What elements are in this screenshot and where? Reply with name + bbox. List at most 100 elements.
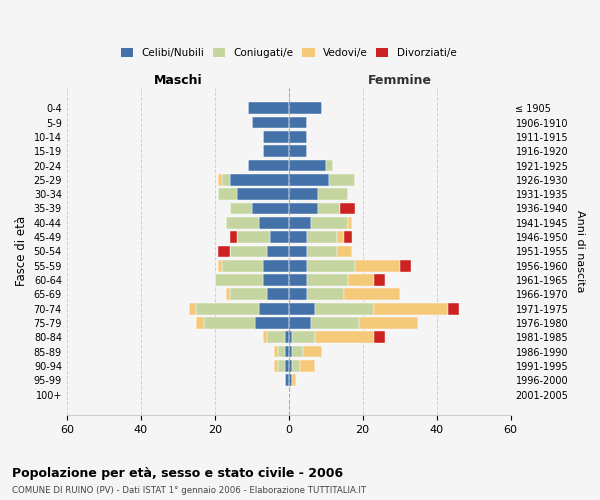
Bar: [289, 188, 318, 200]
Bar: [307, 274, 348, 286]
Bar: [285, 332, 289, 343]
Bar: [307, 246, 337, 258]
Bar: [237, 188, 289, 200]
Bar: [285, 360, 289, 372]
Bar: [256, 317, 289, 329]
Bar: [263, 332, 266, 343]
Bar: [289, 131, 307, 143]
Bar: [266, 246, 289, 258]
Bar: [203, 317, 256, 329]
Bar: [289, 346, 292, 358]
Bar: [289, 260, 307, 272]
Bar: [189, 303, 196, 314]
Bar: [230, 231, 237, 243]
Bar: [289, 317, 311, 329]
Bar: [359, 317, 418, 329]
Bar: [340, 202, 355, 214]
Y-axis label: Fasce di età: Fasce di età: [15, 216, 28, 286]
Bar: [289, 303, 314, 314]
Bar: [289, 374, 292, 386]
Text: Popolazione per età, sesso e stato civile - 2006: Popolazione per età, sesso e stato civil…: [12, 467, 343, 480]
Bar: [218, 260, 222, 272]
Bar: [252, 202, 289, 214]
Bar: [292, 346, 304, 358]
Bar: [374, 332, 385, 343]
Bar: [230, 246, 266, 258]
Bar: [292, 360, 300, 372]
Bar: [237, 231, 270, 243]
Bar: [289, 360, 292, 372]
Bar: [318, 202, 340, 214]
Bar: [307, 260, 355, 272]
Bar: [266, 332, 285, 343]
Bar: [289, 217, 311, 228]
Bar: [278, 346, 285, 358]
Bar: [196, 303, 259, 314]
Bar: [218, 188, 237, 200]
Bar: [263, 274, 289, 286]
Bar: [289, 231, 307, 243]
Text: Femmine: Femmine: [368, 74, 431, 87]
Bar: [230, 202, 252, 214]
Bar: [289, 102, 322, 114]
Bar: [314, 303, 374, 314]
Bar: [307, 288, 344, 300]
Bar: [289, 174, 329, 186]
Bar: [448, 303, 459, 314]
Bar: [292, 332, 314, 343]
Bar: [196, 317, 203, 329]
Bar: [218, 174, 222, 186]
Bar: [348, 217, 352, 228]
Bar: [326, 160, 333, 172]
Bar: [311, 317, 359, 329]
Bar: [248, 102, 289, 114]
Bar: [230, 288, 266, 300]
Bar: [270, 231, 289, 243]
Text: COMUNE DI RUINO (PV) - Dati ISTAT 1° gennaio 2006 - Elaborazione TUTTITALIA.IT: COMUNE DI RUINO (PV) - Dati ISTAT 1° gen…: [12, 486, 366, 495]
Bar: [314, 332, 374, 343]
Bar: [248, 160, 289, 172]
Bar: [374, 303, 448, 314]
Bar: [259, 217, 289, 228]
Bar: [329, 174, 355, 186]
Bar: [348, 274, 374, 286]
Bar: [311, 217, 348, 228]
Bar: [259, 303, 289, 314]
Bar: [289, 274, 307, 286]
Bar: [344, 231, 352, 243]
Bar: [374, 274, 385, 286]
Bar: [289, 202, 318, 214]
Bar: [226, 288, 230, 300]
Bar: [215, 274, 263, 286]
Bar: [278, 360, 285, 372]
Bar: [230, 174, 289, 186]
Bar: [337, 231, 344, 243]
Bar: [285, 346, 289, 358]
Bar: [289, 246, 307, 258]
Bar: [285, 374, 289, 386]
Bar: [252, 116, 289, 128]
Bar: [263, 146, 289, 157]
Bar: [400, 260, 411, 272]
Bar: [266, 288, 289, 300]
Bar: [292, 374, 296, 386]
Bar: [355, 260, 400, 272]
Bar: [263, 131, 289, 143]
Bar: [337, 246, 352, 258]
Bar: [222, 260, 263, 272]
Bar: [274, 360, 278, 372]
Bar: [318, 188, 348, 200]
Bar: [274, 346, 278, 358]
Bar: [289, 160, 326, 172]
Bar: [289, 332, 292, 343]
Bar: [344, 288, 400, 300]
Text: Maschi: Maschi: [154, 74, 202, 87]
Bar: [263, 260, 289, 272]
Bar: [218, 246, 230, 258]
Bar: [289, 288, 307, 300]
Bar: [307, 231, 337, 243]
Bar: [304, 346, 322, 358]
Bar: [226, 217, 259, 228]
Legend: Celibi/Nubili, Coniugati/e, Vedovi/e, Divorziati/e: Celibi/Nubili, Coniugati/e, Vedovi/e, Di…: [116, 44, 461, 62]
Bar: [222, 174, 230, 186]
